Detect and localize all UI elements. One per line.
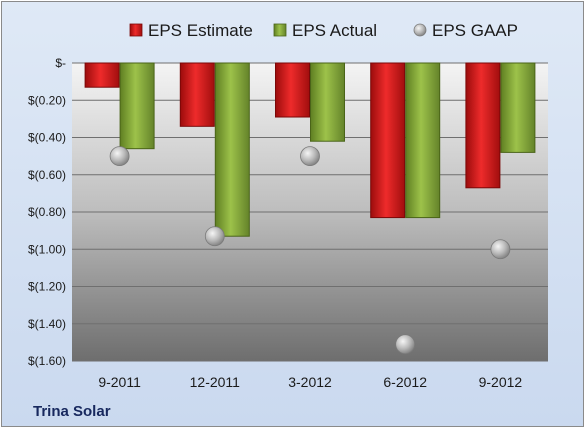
bar-eps-actual	[405, 62, 441, 219]
x-tick-label: 3-2012	[288, 374, 332, 390]
x-tick-label: 9-2012	[479, 374, 523, 390]
y-tick-label: $(1.20)	[28, 280, 66, 294]
bar-eps-estimate	[465, 62, 501, 189]
bars	[84, 62, 536, 237]
bar-eps-estimate	[84, 62, 120, 88]
bar-eps-actual	[119, 62, 155, 150]
legend-label: EPS Estimate	[148, 21, 253, 40]
legend: EPS Estimate EPS Actual EPS GAAP	[129, 21, 518, 40]
gaap-markers	[109, 146, 511, 355]
y-tick-label: $(0.80)	[28, 205, 66, 219]
bar-eps-actual	[500, 62, 536, 153]
company-label: Trina Solar	[33, 403, 111, 420]
gaap-marker	[109, 146, 130, 167]
y-tick-label: $-	[55, 56, 66, 70]
y-tick-label: $(0.40)	[28, 131, 66, 145]
y-tick-label: $(1.40)	[28, 317, 66, 331]
legend-swatch	[413, 23, 427, 37]
x-tick-label: 9-2011	[98, 374, 141, 390]
bar-eps-actual	[214, 62, 250, 237]
bar-eps-estimate	[179, 62, 215, 127]
bar-eps-estimate	[370, 62, 406, 219]
legend-label: EPS Actual	[292, 21, 377, 40]
y-tick-label: $(1.00)	[28, 242, 66, 256]
y-tick-label: $(0.20)	[28, 93, 66, 107]
bar-eps-estimate	[275, 62, 310, 118]
gaap-marker	[395, 334, 416, 355]
x-tick-label: 12-2011	[190, 374, 241, 390]
bar-eps-actual	[310, 62, 345, 142]
legend-label: EPS GAAP	[432, 21, 518, 40]
y-axis-ticks: $- $(0.20) $(0.40) $(0.60) $(0.80) $(1.00) $(1…	[28, 56, 66, 368]
legend-swatch	[129, 23, 143, 37]
x-axis-ticks: 9-2011 12-2011 3-2012 6-2012 9-2012	[98, 374, 522, 390]
gaap-marker	[300, 146, 320, 167]
x-tick-label: 6-2012	[383, 374, 427, 390]
legend-swatch	[273, 23, 287, 37]
y-tick-label: $(0.60)	[28, 168, 66, 182]
y-tick-label: $(1.60)	[28, 354, 66, 368]
gaap-marker	[490, 239, 511, 260]
gaap-marker	[204, 226, 225, 247]
